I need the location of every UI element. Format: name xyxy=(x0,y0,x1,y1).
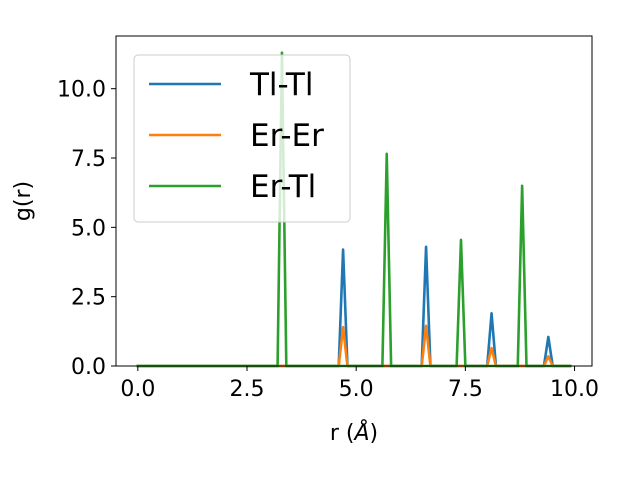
legend: Tl-Tl Er-Er Er-Tl xyxy=(133,54,351,223)
x-axis-ticks: 0.0 2.5 5.0 7.5 10.0 xyxy=(120,366,599,402)
legend-items: Tl-Tl Er-Er Er-Tl xyxy=(149,67,324,205)
y-tick-label: 0.0 xyxy=(71,355,106,380)
y-axis-label: g(r) xyxy=(11,181,36,221)
x-tick-label: 10.0 xyxy=(550,377,599,402)
axes-frame xyxy=(115,35,593,367)
x-tick-label: 7.5 xyxy=(448,377,483,402)
x-tick-label: 2.5 xyxy=(230,377,265,402)
legend-label-tl-tl: Tl-Tl xyxy=(249,67,313,103)
y-tick-label: 2.5 xyxy=(71,286,106,311)
y-axis-ticks: 0.0 2.5 5.0 7.5 10.0 xyxy=(57,78,116,380)
y-tick-label: 7.5 xyxy=(71,147,106,172)
y-tick-label: 5.0 xyxy=(71,216,106,241)
legend-box xyxy=(133,54,351,223)
legend-label-er-er: Er-Er xyxy=(250,118,324,154)
x-tick-label: 5.0 xyxy=(339,377,374,402)
y-tick-label: 10.0 xyxy=(57,78,106,103)
x-tick-label: 0.0 xyxy=(120,377,155,402)
x-axis-label: r (Å) xyxy=(330,419,378,446)
legend-label-er-tl: Er-Tl xyxy=(250,169,316,205)
